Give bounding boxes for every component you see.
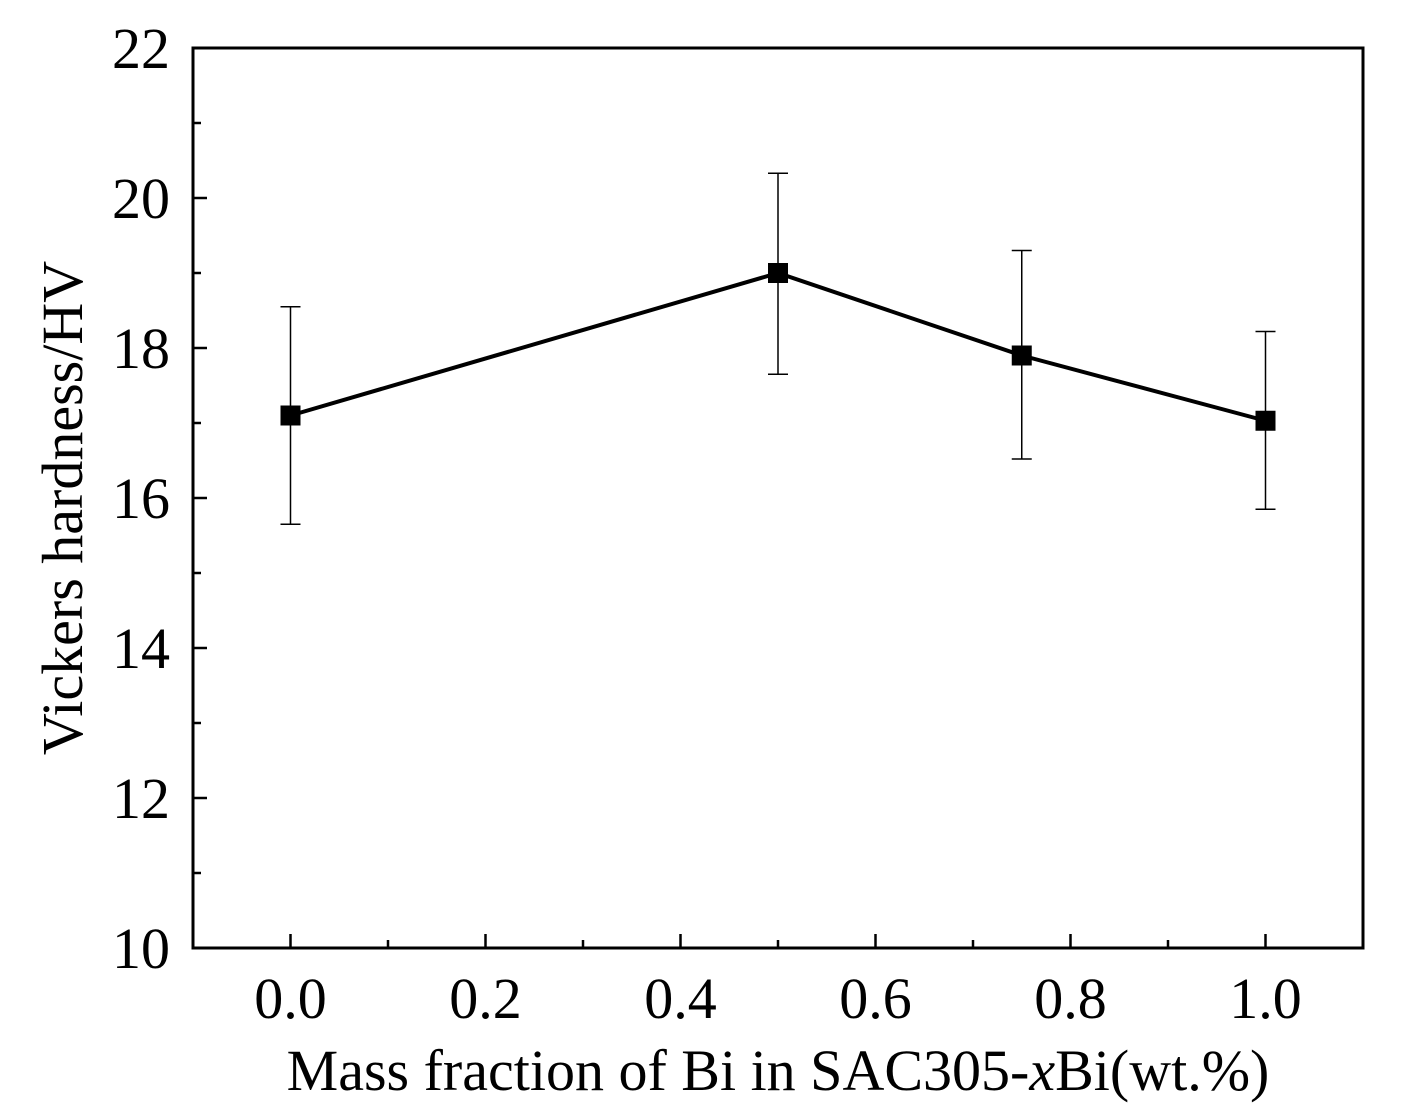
data-point	[280, 405, 301, 426]
x-axis-title-part: Mass fraction of Bi in SAC305-	[287, 1038, 1030, 1103]
y-tick-label: 22	[112, 16, 170, 81]
x-axis-title-part: x	[1028, 1038, 1055, 1103]
series-layer	[280, 172, 1276, 525]
x-tick-label: 1.0	[1229, 966, 1302, 1031]
x-tick-label: 0.2	[449, 966, 522, 1031]
x-tick-label: 0.6	[839, 966, 912, 1031]
series-line	[289, 270, 1267, 423]
labels-layer: 0.0 0.2 0.4 0.6 0.8 1.0 10 12 14 16 18 20 22 Mass fra…	[30, 16, 1302, 1103]
x-tick-label: 0.8	[1034, 966, 1107, 1031]
data-point	[768, 263, 788, 283]
axes-layer	[191, 46, 1365, 950]
x-tick-label: 0.4	[644, 966, 717, 1031]
y-tick-label: 10	[112, 916, 170, 981]
y-tick-label: 14	[112, 616, 170, 681]
x-axis-title-part: Bi(wt.%)	[1055, 1038, 1269, 1103]
x-tick-label: 0.0	[254, 966, 327, 1031]
y-tick-label: 20	[112, 166, 170, 231]
data-point	[1011, 345, 1032, 366]
x-axis-title: Mass fraction of Bi in SAC305-xBi(wt.%)	[287, 1038, 1270, 1103]
y-axis-title: Vickers hardness/HV	[30, 261, 95, 755]
data-point	[1255, 410, 1276, 431]
y-tick-label: 16	[112, 466, 170, 531]
y-tick-label: 12	[112, 766, 170, 831]
y-tick-label: 18	[112, 316, 170, 381]
